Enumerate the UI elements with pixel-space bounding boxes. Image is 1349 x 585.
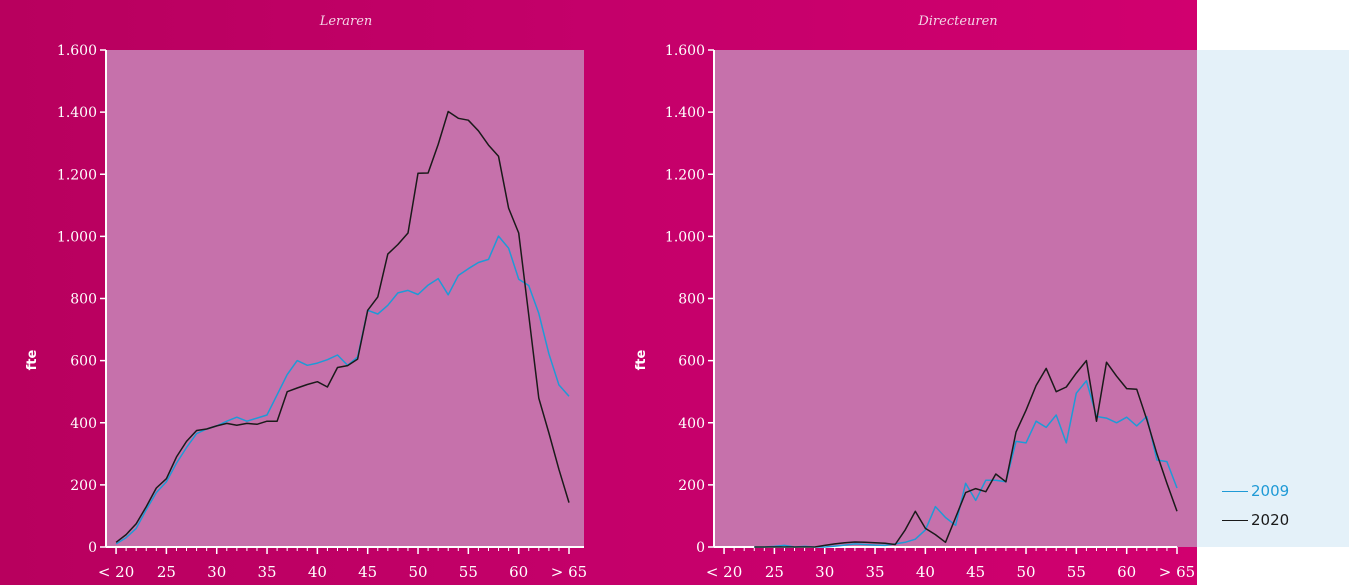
series-line-2020: [754, 359, 1178, 548]
x-tick-label: 60: [509, 563, 528, 581]
x-tick-label: 30: [815, 563, 834, 581]
y-tick-label: 1.200: [665, 167, 705, 183]
x-tick-label: 45: [966, 563, 985, 581]
legend-panel: [1197, 50, 1349, 547]
legend-item-2009: 2009: [1222, 482, 1289, 500]
y-tick-label: 1.200: [57, 167, 97, 183]
x-tick-label: 40: [916, 563, 935, 581]
y-tick-label: 1.400: [665, 105, 705, 121]
y-tick-label: 800: [678, 292, 705, 308]
x-tick-label: > 65: [1159, 563, 1195, 581]
x-tick-label: 25: [157, 563, 176, 581]
y-tick-label: 400: [70, 416, 97, 432]
series-line-2009: [754, 380, 1178, 548]
chart-title: Leraren: [319, 14, 373, 29]
x-tick-label: 45: [358, 563, 377, 581]
legend-label-2020: 2020: [1251, 511, 1290, 529]
x-tick-label: 55: [1067, 563, 1086, 581]
series-line-2020: [115, 110, 570, 543]
plot-area: [106, 50, 584, 547]
x-tick-label: 35: [865, 563, 884, 581]
x-tick-label: 50: [1016, 563, 1035, 581]
y-tick-label: 0: [88, 540, 97, 556]
y-tick-label: 1.400: [57, 105, 97, 121]
x-tick-label: < 20: [98, 563, 134, 581]
y-tick-label: 600: [678, 354, 705, 370]
legend-item-2020: 2020: [1222, 511, 1289, 529]
chart-leraren: Leraren fte 0 200 400 600 800 1.000 1.200 1.400 1.…: [25, 14, 587, 581]
x-tick-label: 40: [308, 563, 327, 581]
y-tick-label: 800: [70, 292, 97, 308]
x-tick-label: 50: [408, 563, 427, 581]
legend-swatch-2009: [1222, 490, 1248, 493]
legend-label-2009: 2009: [1251, 482, 1290, 500]
y-tick-label: 400: [678, 416, 705, 432]
y-tick-label: 1.600: [665, 43, 705, 59]
x-tick-label: 60: [1117, 563, 1136, 581]
x-tick-label: 25: [765, 563, 784, 581]
x-tick-label: > 65: [551, 563, 587, 581]
legend-swatch-2020: [1222, 519, 1248, 522]
y-tick-label: 1.000: [665, 229, 705, 245]
series-line-2009: [115, 235, 570, 545]
x-tick-label: 30: [207, 563, 226, 581]
y-tick-label: 0: [696, 540, 705, 556]
y-tick-label: 1.600: [57, 43, 97, 59]
chart-title: Directeuren: [917, 14, 997, 29]
y-tick-label: 200: [678, 478, 705, 494]
charts-svg: Lerarenfte02004006008001.0001.2001.4001.…: [25, 14, 1197, 581]
x-tick-label: 35: [257, 563, 276, 581]
y-tick-label: 600: [70, 354, 97, 370]
y-tick-label: 1.000: [57, 229, 97, 245]
plot-area: [714, 50, 1197, 547]
y-tick-label: 200: [70, 478, 97, 494]
y-axis-label: fte: [25, 349, 40, 370]
x-tick-label: 55: [459, 563, 478, 581]
y-axis-label: fte: [634, 349, 649, 370]
chart-directeuren: Directeuren fte 0 200 400 600 800 1.000 1.200 1.4…: [634, 14, 1197, 581]
x-tick-label: < 20: [706, 563, 742, 581]
